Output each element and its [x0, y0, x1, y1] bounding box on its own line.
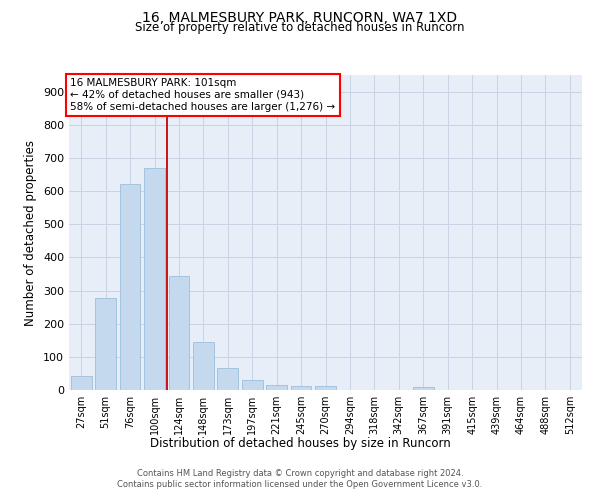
Bar — [169, 276, 190, 390]
Text: 16, MALMESBURY PARK, RUNCORN, WA7 1XD: 16, MALMESBURY PARK, RUNCORN, WA7 1XD — [142, 11, 458, 25]
Text: 16 MALMESBURY PARK: 101sqm
← 42% of detached houses are smaller (943)
58% of sem: 16 MALMESBURY PARK: 101sqm ← 42% of deta… — [70, 78, 335, 112]
Y-axis label: Number of detached properties: Number of detached properties — [25, 140, 37, 326]
Bar — [217, 368, 238, 390]
Bar — [71, 376, 92, 390]
Bar — [119, 184, 140, 390]
Bar — [193, 342, 214, 390]
Bar — [413, 387, 434, 390]
Bar — [242, 380, 263, 390]
Text: Contains public sector information licensed under the Open Government Licence v3: Contains public sector information licen… — [118, 480, 482, 489]
Bar — [266, 385, 287, 390]
Bar — [144, 168, 165, 390]
Bar — [290, 386, 311, 390]
Text: Contains HM Land Registry data © Crown copyright and database right 2024.: Contains HM Land Registry data © Crown c… — [137, 469, 463, 478]
Text: Distribution of detached houses by size in Runcorn: Distribution of detached houses by size … — [149, 438, 451, 450]
Text: Size of property relative to detached houses in Runcorn: Size of property relative to detached ho… — [135, 22, 465, 35]
Bar — [95, 298, 116, 390]
Bar — [315, 386, 336, 390]
